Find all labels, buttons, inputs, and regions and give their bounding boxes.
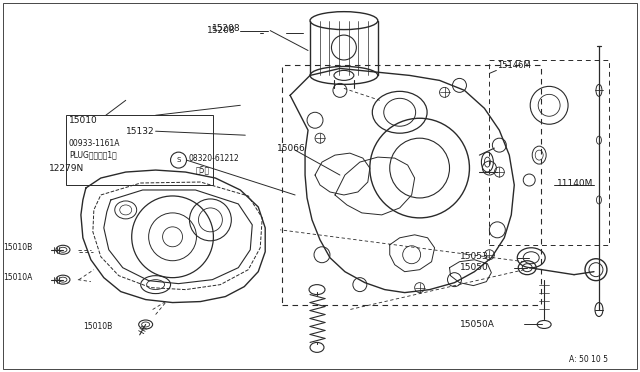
Text: （5）: （5） [195, 166, 209, 174]
Text: 00933-1161A: 00933-1161A [69, 139, 120, 148]
Text: 15132: 15132 [125, 127, 154, 136]
Text: 15010B: 15010B [83, 322, 112, 331]
Text: 15050: 15050 [460, 263, 488, 272]
Bar [66, 115, 213, 185]
Text: 15010A: 15010A [3, 273, 33, 282]
Text: 15053: 15053 [460, 252, 488, 261]
Text: 12279N: 12279N [49, 164, 84, 173]
Text: 15066: 15066 [277, 144, 306, 153]
Text: 15050A: 15050A [460, 320, 494, 329]
Text: 15208: 15208 [212, 24, 241, 33]
Text: A: 50 10 5: A: 50 10 5 [569, 355, 608, 364]
Text: 11140M: 11140M [557, 179, 593, 187]
Text: 15208: 15208 [207, 26, 236, 35]
Text: 15146M: 15146M [497, 61, 531, 70]
Text: PLUGプラグ（1）: PLUGプラグ（1） [69, 151, 116, 160]
Bar [282, 65, 541, 305]
Text: 15010: 15010 [69, 116, 98, 125]
Text: 08320-61212: 08320-61212 [189, 154, 239, 163]
Text: S: S [177, 157, 180, 163]
Text: 15010B: 15010B [3, 243, 33, 252]
Bar [490, 61, 609, 245]
